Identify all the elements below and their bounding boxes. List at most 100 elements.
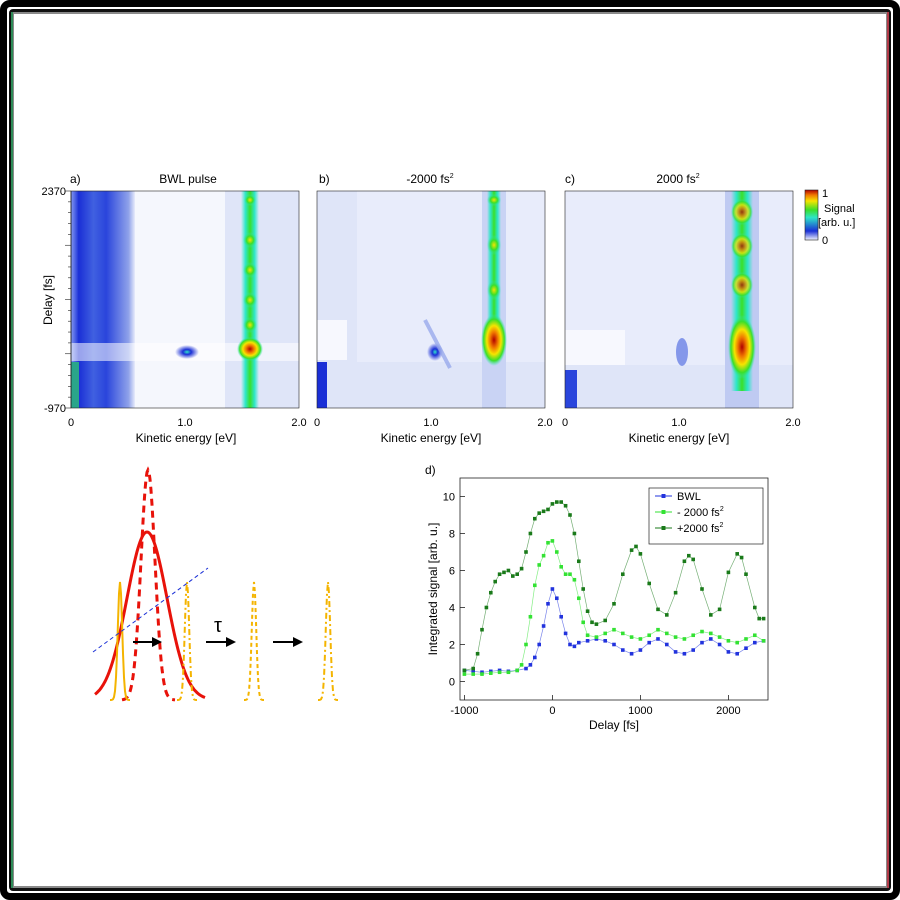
series-minus2000-point — [585, 633, 590, 638]
arrow-3-head — [293, 637, 303, 647]
series-minus2000-point — [647, 633, 651, 638]
series-minus2000-point — [594, 635, 599, 639]
series-bwl-point — [691, 648, 695, 652]
map-b-xtick-0: 0 — [314, 417, 320, 429]
series-minus2000-point — [555, 550, 559, 554]
series-plus2000-point — [687, 553, 691, 558]
series-plus2000-point — [656, 607, 660, 612]
series-bwl-point — [603, 639, 607, 643]
series-minus2000-point — [735, 640, 739, 645]
legend-box — [648, 487, 764, 545]
series-minus2000-point — [462, 672, 467, 676]
series-bwl-point — [563, 631, 568, 636]
series-bwl-point — [726, 650, 731, 654]
series-plus2000-point — [691, 557, 695, 562]
series-minus2000-point — [515, 668, 519, 673]
map-a-xtick-2: 2.0 — [291, 417, 306, 429]
chart-panel-label: d) — [425, 463, 436, 477]
series-plus2000-point — [634, 544, 638, 549]
series-bwl-point — [717, 642, 722, 647]
legend-minus2000-marker — [661, 510, 666, 514]
arrow-2-head — [226, 637, 236, 647]
series-bwl-point — [744, 646, 748, 650]
colorbar-gradient — [804, 189, 819, 241]
map-b-xtick-1: 1.0 — [423, 417, 438, 429]
series-plus2000-point — [647, 581, 651, 586]
series-bwl-point — [480, 670, 484, 675]
series-minus2000-point — [638, 637, 643, 641]
series-minus2000-point — [603, 631, 607, 636]
series-bwl-point — [621, 648, 625, 652]
series-minus2000-point — [537, 563, 541, 567]
series-plus2000-point — [726, 570, 731, 575]
map-c-xlabel: Kinetic energy [eV] — [629, 431, 730, 445]
series-minus2000-point — [577, 596, 581, 601]
legend-bwl-label: BWL — [677, 491, 701, 503]
colorbar-max-label: 1 — [822, 188, 828, 200]
inner-frame — [9, 9, 891, 891]
series-minus2000-line — [464, 540, 764, 675]
series-plus2000-point — [700, 587, 704, 591]
series-minus2000-point — [709, 631, 713, 636]
series-bwl-point — [471, 669, 475, 674]
series-plus2000-point — [555, 500, 559, 504]
series-plus2000-point — [480, 627, 484, 632]
map-c: c) 2000 fs2 0 1.0 2.0 Kinetic energy [eV… — [562, 172, 801, 445]
tau-label: τ — [214, 615, 222, 637]
series-minus2000-point — [550, 539, 555, 543]
map-b-panel-label: b) — [319, 172, 330, 186]
series-bwl-point — [559, 614, 563, 619]
series-bwl-point — [528, 663, 533, 667]
series-minus2000-point — [568, 572, 572, 576]
series-plus2000-point — [590, 620, 594, 625]
series-plus2000-point — [550, 502, 555, 506]
series-plus2000-point — [744, 572, 748, 576]
series-minus2000-point — [682, 637, 687, 641]
map-a-ytick-bottom: -970 — [44, 403, 66, 415]
series-bwl-point — [572, 644, 577, 649]
chart-plot-area — [459, 477, 769, 701]
map-a-xlabel: Kinetic energy [eV] — [136, 431, 237, 445]
series-plus2000-point — [462, 668, 467, 673]
series-plus2000-point — [568, 513, 572, 517]
frame-accent-right — [887, 12, 889, 888]
series-bwl-point — [665, 642, 669, 647]
chart-ytick-label: 8 — [449, 529, 455, 541]
series-minus2000-point — [563, 572, 568, 576]
series-minus2000-point — [581, 620, 585, 625]
chart-ytick-label: 4 — [449, 603, 455, 615]
map-b-image — [317, 191, 545, 408]
series-plus2000-point — [484, 605, 489, 610]
series-minus2000-point — [528, 614, 533, 619]
series-bwl-point — [489, 669, 493, 674]
series-bwl-point — [638, 648, 643, 652]
colorbar-label-2: [arb. u.] — [818, 217, 855, 229]
series-plus2000-point — [638, 552, 643, 556]
series-bwl-point — [629, 651, 634, 656]
chart-legend: BWL - 2000 fs2 +2000 fs2 — [648, 487, 764, 545]
legend-items: BWL - 2000 fs2 +2000 fs2 — [655, 491, 724, 535]
map-a-ytick-top: 2370 — [42, 186, 66, 198]
orange-pulse-1 — [110, 581, 130, 701]
series-plus2000-point — [682, 559, 687, 564]
series-plus2000-point — [559, 500, 563, 504]
chart-xtick-label: -1000 — [450, 705, 478, 717]
map-b-xtick-2: 2.0 — [537, 417, 552, 429]
series-minus2000-point — [744, 637, 748, 641]
map-a-image — [71, 191, 299, 408]
series-plus2000-point — [515, 572, 519, 576]
map-c-image — [565, 191, 793, 408]
legend-minus2000-label: - 2000 fs2 — [677, 506, 724, 519]
chart-ticks: -1000 0 1000 2000 0 2 4 6 8 10 — [443, 492, 741, 718]
series-bwl-point — [555, 596, 559, 601]
series-plus2000-point — [753, 605, 757, 610]
series-plus2000-point — [471, 666, 475, 671]
chart-ytick-label: 10 — [443, 492, 455, 504]
series-bwl-point — [497, 668, 502, 673]
series-minus2000-point — [673, 635, 678, 639]
series-plus2000-point — [475, 651, 480, 656]
map-c-xtick-1: 1.0 — [671, 417, 686, 429]
arrow-1-head — [152, 637, 162, 647]
pulse-diagram: τ — [92, 466, 338, 702]
